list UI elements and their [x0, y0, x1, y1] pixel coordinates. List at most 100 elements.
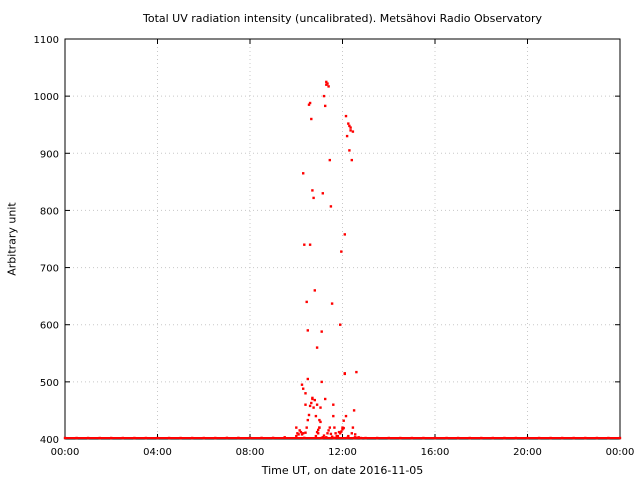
- data-point: [310, 117, 313, 121]
- data-point: [322, 94, 326, 98]
- data-point: [354, 433, 357, 436]
- x-axis-label: Time UT, on date 2016-11-05: [261, 464, 424, 477]
- data-point: [314, 434, 318, 438]
- data-point: [333, 426, 336, 429]
- data-point: [329, 432, 333, 436]
- data-point: [348, 124, 351, 128]
- y-tick-label: 800: [40, 206, 59, 217]
- x-tick-label: 04:00: [143, 447, 172, 458]
- data-point: [304, 403, 307, 406]
- data-point: [334, 432, 337, 435]
- data-point: [297, 433, 300, 436]
- data-point: [299, 430, 303, 434]
- data-point: [344, 414, 348, 418]
- data-point: [320, 330, 323, 333]
- data-point: [343, 372, 346, 376]
- y-tick-label: 700: [40, 264, 59, 275]
- data-point: [306, 377, 309, 381]
- data-point: [339, 432, 342, 435]
- data-point: [327, 85, 330, 88]
- data-point: [306, 418, 309, 422]
- data-point: [337, 430, 341, 434]
- data-point: [311, 189, 314, 192]
- y-tick-label: 400: [40, 435, 59, 446]
- y-tick-label: 1100: [34, 35, 59, 46]
- data-point: [318, 426, 321, 429]
- grid: [65, 39, 620, 439]
- x-tick-label: 08:00: [236, 447, 265, 458]
- data-point: [304, 431, 307, 434]
- data-point: [312, 406, 315, 409]
- y-tick-label: 500: [40, 378, 59, 389]
- data-point: [329, 205, 333, 208]
- data-point: [320, 380, 323, 384]
- data-point: [315, 403, 319, 406]
- data-point: [300, 383, 304, 386]
- data-point: [352, 409, 356, 412]
- y-tick-label: 600: [40, 321, 59, 332]
- data-point: [322, 434, 326, 437]
- data-point: [302, 387, 305, 390]
- data-point: [350, 158, 353, 162]
- data-point: [312, 196, 315, 200]
- data-point: [307, 413, 311, 417]
- axis-ticks: 00:00 04:00 08:00 12:00 16:00 20:00 00:0040050…: [34, 35, 635, 458]
- data-point: [308, 243, 312, 246]
- data-point: [326, 82, 329, 85]
- data-point: [317, 428, 320, 432]
- x-tick-label: 00:00: [51, 447, 80, 458]
- data-point: [324, 397, 327, 401]
- data-point: [313, 289, 316, 292]
- chart-title: Total UV radiation intensity (uncalibrat…: [143, 12, 542, 25]
- data-point: [344, 114, 348, 118]
- data-point: [340, 250, 343, 253]
- data-point: [308, 404, 312, 408]
- data-point: [327, 429, 330, 432]
- x-tick-label: 00:00: [606, 447, 635, 458]
- data-point: [313, 398, 316, 402]
- data-point: [315, 430, 319, 434]
- data-point: [351, 130, 355, 133]
- data-points: [63, 80, 622, 440]
- data-point: [342, 426, 345, 430]
- data-point: [330, 435, 334, 438]
- data-point: [336, 434, 340, 438]
- data-point: [342, 419, 345, 422]
- y-tick-label: 900: [40, 149, 59, 160]
- data-point: [349, 126, 352, 129]
- data-point: [347, 122, 350, 125]
- data-point: [321, 192, 324, 195]
- data-point: [303, 243, 306, 246]
- x-tick-label: 20:00: [513, 447, 542, 458]
- data-point: [330, 302, 334, 305]
- data-point: [340, 430, 343, 433]
- data-point: [305, 300, 308, 304]
- x-tick-label: 12:00: [328, 447, 357, 458]
- data-point: [351, 426, 355, 429]
- data-point: [315, 346, 319, 349]
- data-point: [314, 414, 318, 418]
- y-tick-label: 1000: [34, 92, 59, 103]
- y-axis-label: Arbitrary unit: [5, 202, 19, 276]
- data-point: [302, 172, 305, 175]
- data-point: [295, 434, 298, 438]
- data-point: [328, 158, 331, 162]
- data-point: [347, 434, 350, 438]
- data-point: [345, 134, 349, 138]
- data-point: [318, 418, 321, 422]
- data-point: [298, 429, 301, 432]
- data-point: [295, 426, 298, 429]
- data-point: [319, 420, 322, 424]
- data-point: [328, 426, 331, 429]
- data-point: [307, 103, 311, 106]
- data-point: [355, 370, 358, 374]
- data-point: [302, 432, 305, 435]
- data-point: [348, 149, 351, 152]
- data-point: [332, 414, 335, 418]
- data-point: [305, 426, 308, 429]
- data-point: [306, 329, 309, 332]
- data-point: [304, 392, 307, 395]
- data-point: [308, 101, 312, 105]
- data-point: [326, 432, 329, 435]
